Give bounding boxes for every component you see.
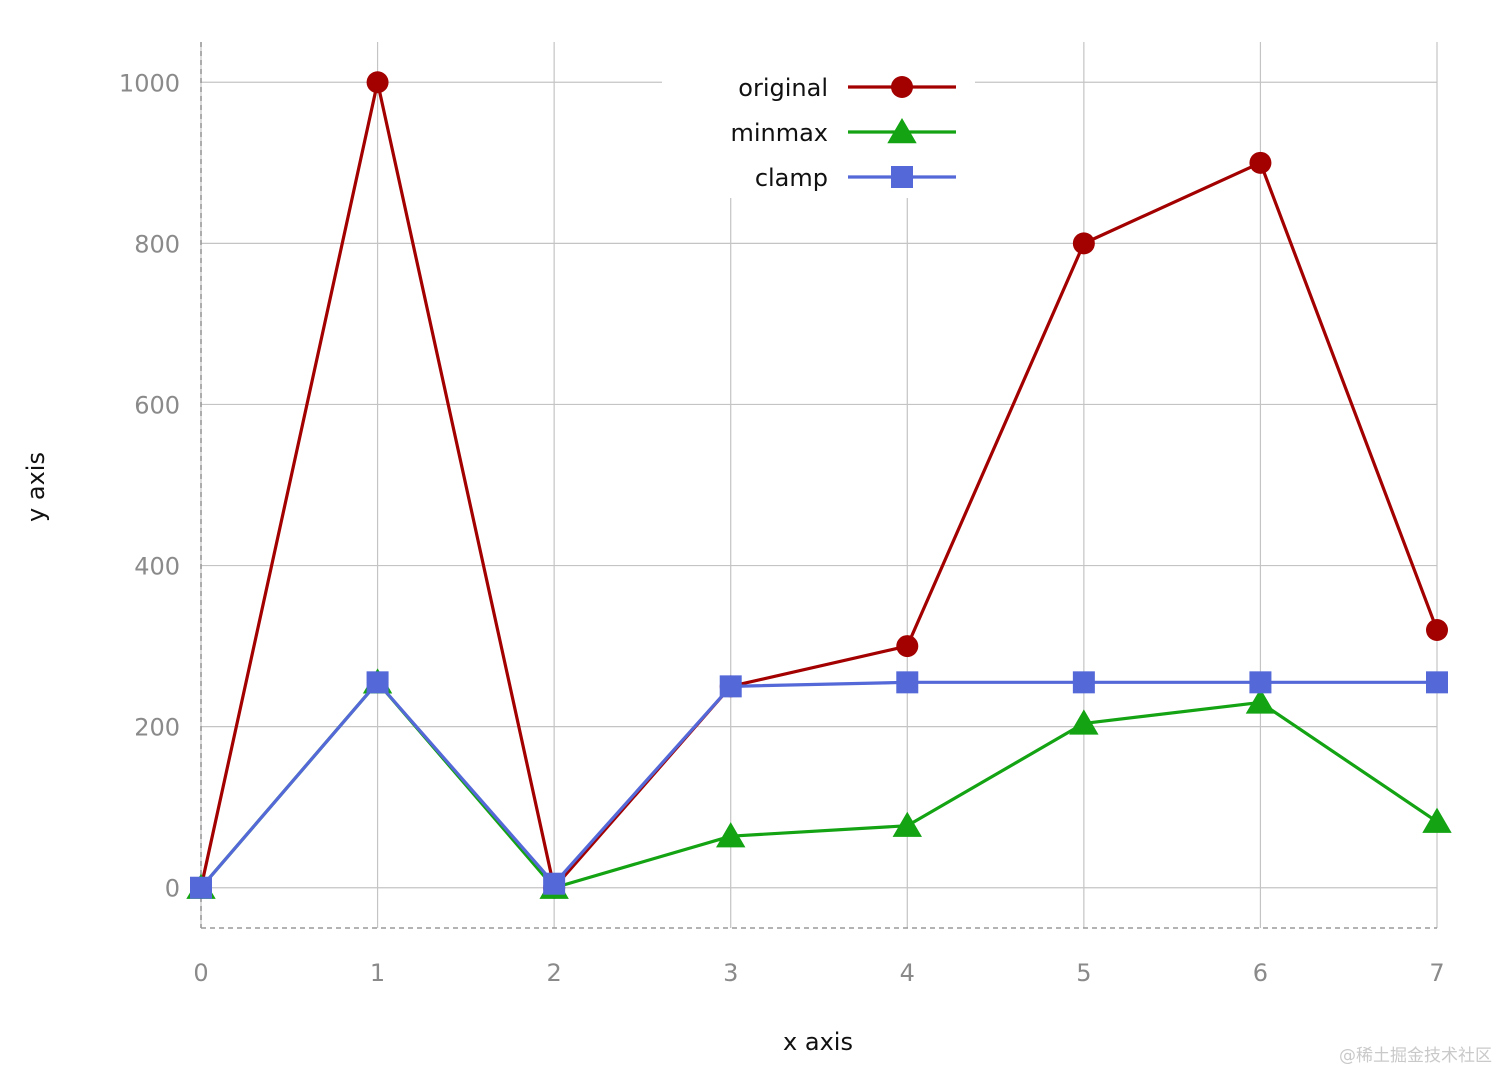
series-layer xyxy=(186,71,1452,899)
minmax-point xyxy=(1422,807,1452,833)
x-axis-label: x axis xyxy=(783,1028,853,1056)
x-tick-label: 7 xyxy=(1429,959,1444,987)
original-point xyxy=(1249,151,1272,174)
x-tick-label: 3 xyxy=(723,959,738,987)
minmax-point xyxy=(716,822,746,848)
x-tick-label: 4 xyxy=(900,959,915,987)
legend-label-minmax: minmax xyxy=(730,119,828,147)
watermark: @稀土掘金技术社区 xyxy=(1339,1046,1492,1066)
original-point xyxy=(896,635,919,658)
minmax-point xyxy=(892,811,922,837)
clamp-point xyxy=(1426,671,1448,694)
original-point xyxy=(1426,618,1448,641)
y-tick-label: 0 xyxy=(165,875,180,903)
clamp-point xyxy=(1249,671,1272,694)
clamp-point xyxy=(896,671,919,694)
x-tick-label: 1 xyxy=(370,959,385,987)
grid-layer xyxy=(200,42,1438,928)
clamp-point xyxy=(366,671,389,694)
legend-label-clamp: clamp xyxy=(755,164,828,192)
y-tick-label: 1000 xyxy=(119,69,180,97)
y-tick-label: 600 xyxy=(134,391,180,419)
legend-label-original: original xyxy=(738,74,828,102)
x-tick-label: 0 xyxy=(193,959,208,987)
series-clamp xyxy=(190,671,1448,899)
clamp-line xyxy=(199,680,1437,889)
y-axis-label: y axis xyxy=(22,452,50,522)
y-tick-label: 400 xyxy=(134,553,180,581)
series-minmax xyxy=(186,668,1452,899)
original-line xyxy=(199,80,1439,890)
series-original xyxy=(190,71,1448,899)
x-tick-label: 2 xyxy=(547,959,562,987)
clamp-point xyxy=(543,872,566,895)
original-point xyxy=(1072,232,1095,255)
legend-marker-original xyxy=(891,76,913,98)
minmax-point xyxy=(1245,688,1276,714)
clamp-point xyxy=(190,876,212,899)
y-tick-label: 200 xyxy=(134,714,180,742)
clamp-point xyxy=(1072,671,1095,694)
x-tick-label: 5 xyxy=(1076,959,1091,987)
legend-marker-clamp xyxy=(891,166,913,188)
clamp-point xyxy=(719,675,742,698)
label-layer: x axis y axis xyxy=(22,452,853,1056)
x-tick-label: 6 xyxy=(1253,959,1268,987)
minmax-point xyxy=(1069,709,1099,735)
legend-marker-minmax xyxy=(887,118,917,144)
axis-layer: 0 200 400 600 800 1000 0 1 2 3 4 5 6 7 xyxy=(119,42,1445,987)
y-tick-label: 800 xyxy=(134,230,180,258)
original-point xyxy=(366,71,389,94)
legend: original minmax clamp xyxy=(730,74,956,192)
